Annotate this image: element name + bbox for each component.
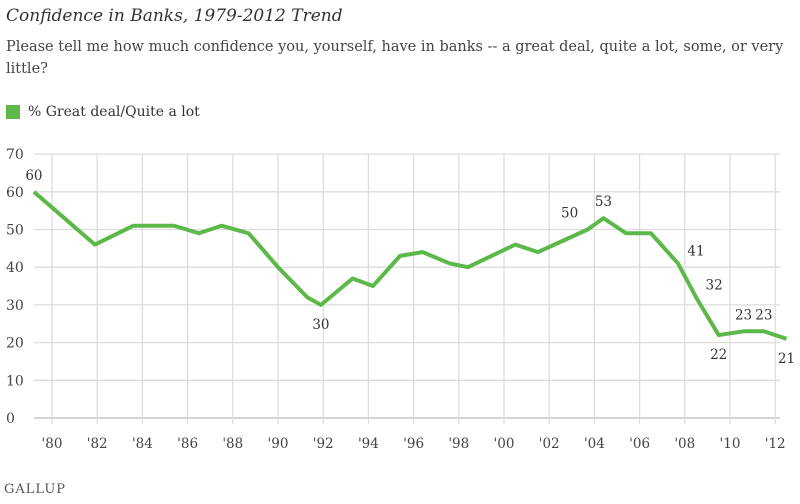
y-tick-label: 0 (6, 411, 15, 427)
x-tick-label: '96 (403, 436, 424, 452)
gallup-logo: GALLUP (4, 482, 67, 497)
x-tick-label: '88 (222, 436, 243, 452)
y-tick-label: 40 (6, 260, 24, 276)
x-tick-label: '02 (539, 436, 560, 452)
data-label: 23 (755, 307, 772, 323)
y-tick-label: 60 (6, 185, 24, 201)
x-tick-label: '08 (674, 436, 695, 452)
x-tick-label: '98 (448, 436, 469, 452)
x-tick-label: '94 (358, 436, 379, 452)
legend-label: % Great deal/Quite a lot (28, 104, 200, 120)
chart-title: Confidence in Banks, 1979-2012 Trend (6, 6, 343, 26)
x-tick-label: '92 (313, 436, 334, 452)
chart-subtitle: Please tell me how much confidence you, … (6, 39, 784, 77)
data-label: 50 (561, 206, 578, 222)
data-label: 23 (735, 307, 752, 323)
x-tick-label: '82 (87, 436, 108, 452)
data-label: 53 (595, 194, 612, 210)
data-label: 41 (687, 243, 704, 259)
x-tick-label: '10 (720, 436, 741, 452)
y-tick-label: 10 (6, 373, 24, 389)
x-tick-label: '84 (132, 436, 153, 452)
data-label: 60 (25, 168, 42, 184)
x-tick-label: '00 (494, 436, 515, 452)
y-tick-label: 30 (6, 298, 24, 314)
y-tick-label: 20 (6, 336, 24, 352)
x-tick-label: '86 (177, 436, 198, 452)
data-label: 21 (778, 351, 795, 367)
x-tick-label: '90 (268, 436, 289, 452)
legend-swatch (6, 105, 20, 119)
series-line (32, 190, 788, 341)
data-label: 30 (312, 317, 329, 333)
x-tick-label: '06 (629, 436, 650, 452)
x-tick-label: '80 (42, 436, 63, 452)
legend: % Great deal/Quite a lot (6, 104, 200, 120)
x-tick-label: '04 (584, 436, 605, 452)
data-label: 22 (710, 347, 727, 363)
x-tick-label: '12 (765, 436, 786, 452)
y-tick-label: 70 (6, 147, 24, 163)
data-label: 32 (706, 277, 723, 293)
y-tick-label: 50 (6, 223, 24, 239)
